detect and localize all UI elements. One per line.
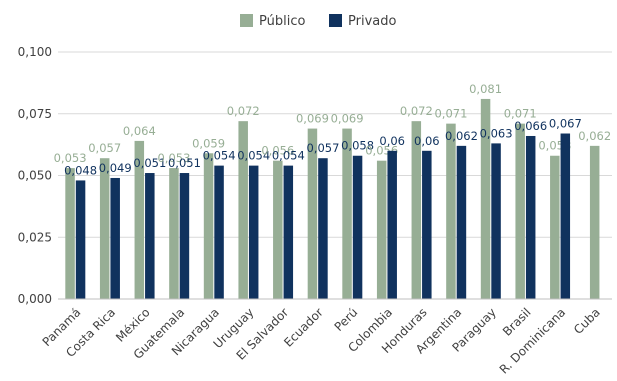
- legend-label-privado: Privado: [348, 14, 396, 29]
- bar-publico: [550, 155, 560, 299]
- data-label-privado: 0,06: [379, 134, 405, 148]
- data-label-publico: 0,053: [157, 151, 190, 165]
- bar-privado: [145, 173, 155, 299]
- bar-publico: [273, 160, 283, 299]
- data-label-privado: 0,051: [133, 156, 166, 170]
- bar-publico: [169, 168, 179, 299]
- bar-privado: [248, 165, 259, 299]
- bar-privado: [214, 165, 224, 299]
- bar-publico: [480, 98, 491, 300]
- bar-publico: [238, 121, 248, 299]
- data-label-privado: 0,054: [272, 149, 305, 163]
- bar-publico: [99, 158, 110, 299]
- y-tick-label: 0,075: [18, 107, 52, 121]
- bar-publico: [589, 145, 600, 299]
- bar-privado: [491, 143, 501, 299]
- bar-privado: [456, 145, 467, 299]
- legend-label-publico: Público: [259, 14, 305, 29]
- bar-publico: [411, 121, 422, 299]
- bar-privado: [352, 155, 363, 299]
- y-tick-label: 0,025: [18, 230, 52, 244]
- x-tick-label: Perú: [332, 305, 361, 334]
- bar-privado: [179, 173, 190, 299]
- data-label-publico: 0,062: [578, 129, 611, 143]
- legend-swatch-privado: [329, 14, 342, 27]
- legend-swatch-publico: [240, 14, 253, 27]
- data-label-publico: 0,059: [192, 136, 225, 150]
- bar-privado: [387, 150, 397, 299]
- bar-privado: [283, 165, 294, 299]
- data-label-privado: 0,067: [549, 117, 582, 131]
- data-label-privado: 0,062: [445, 129, 478, 143]
- y-tick-label: 0,100: [18, 45, 52, 59]
- x-tick-label: Ecuador: [281, 305, 326, 350]
- data-label-publico: 0,071: [504, 107, 537, 121]
- data-label-publico: 0,056: [261, 144, 294, 158]
- bar-publico: [134, 140, 145, 299]
- bar-privado: [525, 135, 536, 299]
- data-label-privado: 0,049: [99, 161, 132, 175]
- data-label-publico: 0,053: [54, 151, 87, 165]
- data-label-publico: 0,081: [469, 82, 502, 96]
- data-label-publico: 0,072: [400, 104, 433, 118]
- data-label-publico: 0,064: [123, 124, 156, 138]
- bar-privado: [110, 177, 120, 299]
- bar-publico: [342, 128, 352, 299]
- data-label-publico: 0,071: [434, 107, 467, 121]
- data-label-publico: 0,069: [296, 112, 329, 126]
- data-label-publico: 0,072: [227, 104, 260, 118]
- data-label-privado: 0,054: [237, 149, 270, 163]
- data-label-privado: 0,058: [341, 139, 374, 153]
- bar-publico: [203, 153, 214, 299]
- bar-publico: [307, 128, 318, 299]
- data-label-privado: 0,057: [306, 141, 339, 155]
- bar-privado: [318, 158, 328, 299]
- data-label-privado: 0,048: [64, 163, 97, 177]
- y-tick-label: 0,050: [18, 169, 52, 183]
- x-tick-label: Cuba: [571, 305, 603, 337]
- bar-publico: [446, 123, 456, 299]
- bar-publico: [65, 168, 75, 299]
- bar-privado: [422, 150, 432, 299]
- data-label-privado: 0,051: [168, 156, 201, 170]
- y-tick-label: 0,000: [18, 292, 52, 306]
- bar-privado: [75, 180, 86, 299]
- data-label-privado: 0,063: [480, 126, 513, 140]
- data-label-publico: 0,057: [88, 141, 121, 155]
- data-label-privado: 0,066: [514, 119, 547, 133]
- data-label-privado: 0,054: [203, 149, 236, 163]
- bar-privado: [560, 133, 571, 299]
- bar-publico: [376, 160, 387, 299]
- bar-publico: [515, 123, 525, 299]
- data-label-privado: 0,06: [414, 134, 440, 148]
- data-label-publico: 0,069: [331, 112, 364, 126]
